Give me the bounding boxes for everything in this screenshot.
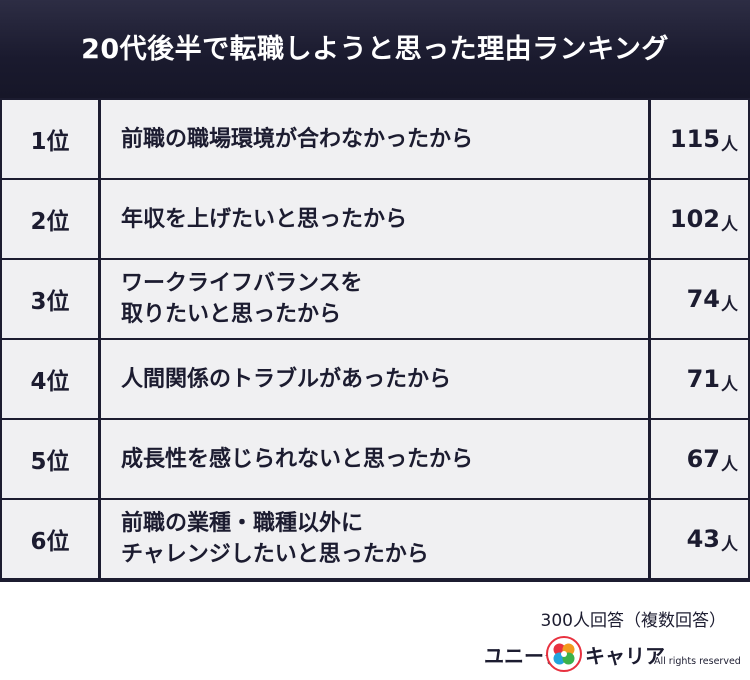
reason-label: ワークライフバランスを 取りたいと思ったから bbox=[121, 271, 363, 327]
table-row: 4位 人間関係のトラブルがあったから 71 人 bbox=[0, 340, 750, 420]
count-cell: 74 人 bbox=[651, 260, 748, 338]
count-unit: 人 bbox=[721, 534, 738, 555]
chart-title: 20代後半で転職しようと思った理由ランキング bbox=[81, 33, 669, 65]
brand-name-right: キャリア bbox=[585, 644, 665, 668]
brand-logo-icon bbox=[546, 636, 582, 672]
count-cell: 43 人 bbox=[651, 500, 748, 578]
brand-logo-block: ユニーク キャリア All rights reserved bbox=[484, 636, 741, 672]
rank-label: 6位 bbox=[30, 529, 70, 555]
rank-cell: 3位 bbox=[2, 260, 98, 338]
survey-note: 300人回答（複数回答） bbox=[540, 611, 726, 631]
count-unit: 人 bbox=[721, 214, 738, 235]
reason-cell: 年収を上げたいと思ったから bbox=[101, 180, 648, 258]
chart-header: 20代後半で転職しようと思った理由ランキング bbox=[0, 0, 750, 98]
rank-cell: 6位 bbox=[2, 500, 98, 578]
reason-label: 前職の業種・職種以外に チャレンジしたいと思ったから bbox=[121, 511, 429, 567]
count-unit: 人 bbox=[721, 134, 738, 155]
table-row: 1位 前職の職場環境が合わなかったから 115 人 bbox=[0, 100, 750, 180]
rank-cell: 4位 bbox=[2, 340, 98, 418]
count-cell: 71 人 bbox=[651, 340, 748, 418]
reason-cell: 前職の職場環境が合わなかったから bbox=[101, 100, 648, 178]
table-row: 2位 年収を上げたいと思ったから 102 人 bbox=[0, 180, 750, 260]
rank-label: 4位 bbox=[30, 369, 70, 395]
ranking-table: 1位 前職の職場環境が合わなかったから 115 人 2位 年収を上げたいと思ったから 102… bbox=[0, 98, 750, 582]
reason-label: 年収を上げたいと思ったから bbox=[121, 206, 408, 232]
rights-text: All rights reserved bbox=[654, 656, 741, 667]
reason-cell: 成長性を感じられないと思ったから bbox=[101, 420, 648, 498]
reason-label: 人間関係のトラブルがあったから bbox=[121, 366, 452, 392]
rank-label: 5位 bbox=[30, 449, 70, 475]
rank-cell: 2位 bbox=[2, 180, 98, 258]
reason-cell: ワークライフバランスを 取りたいと思ったから bbox=[101, 260, 648, 338]
reason-label: 前職の職場環境が合わなかったから bbox=[121, 126, 474, 152]
count-value: 115 bbox=[669, 125, 720, 153]
rank-cell: 5位 bbox=[2, 420, 98, 498]
table-row: 6位 前職の業種・職種以外に チャレンジしたいと思ったから 43 人 bbox=[0, 500, 750, 580]
count-cell: 102 人 bbox=[651, 180, 748, 258]
table-row: 5位 成長性を感じられないと思ったから 67 人 bbox=[0, 420, 750, 500]
count-value: 74 bbox=[686, 285, 720, 313]
count-cell: 67 人 bbox=[651, 420, 748, 498]
count-cell: 115 人 bbox=[651, 100, 748, 178]
reason-cell: 人間関係のトラブルがあったから bbox=[101, 340, 648, 418]
reason-label: 成長性を感じられないと思ったから bbox=[121, 446, 474, 472]
count-unit: 人 bbox=[721, 294, 738, 315]
rank-label: 1位 bbox=[30, 129, 70, 155]
count-value: 102 bbox=[669, 205, 720, 233]
rank-cell: 1位 bbox=[2, 100, 98, 178]
count-value: 71 bbox=[686, 365, 720, 393]
count-value: 67 bbox=[686, 445, 720, 473]
table-row: 3位 ワークライフバランスを 取りたいと思ったから 74 人 bbox=[0, 260, 750, 340]
reason-cell: 前職の業種・職種以外に チャレンジしたいと思ったから bbox=[101, 500, 648, 578]
rank-label: 3位 bbox=[30, 289, 70, 315]
count-unit: 人 bbox=[721, 374, 738, 395]
count-unit: 人 bbox=[721, 454, 738, 475]
count-value: 43 bbox=[686, 525, 720, 553]
rank-label: 2位 bbox=[30, 209, 70, 235]
